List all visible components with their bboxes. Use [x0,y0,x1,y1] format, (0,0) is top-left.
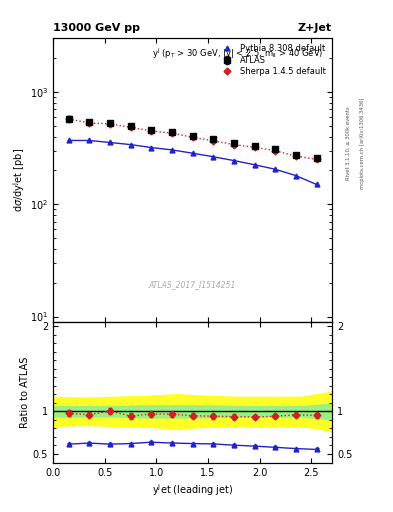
X-axis label: y$^{\rm j}$et (leading jet): y$^{\rm j}$et (leading jet) [152,482,233,498]
Sherpa 1.4.5 default [149,128,154,134]
Y-axis label: d$\sigma$/dy$^{\rm j}$et [pb]: d$\sigma$/dy$^{\rm j}$et [pb] [11,148,27,212]
Text: 13000 GeV pp: 13000 GeV pp [53,23,140,33]
Sherpa 1.4.5 default [252,144,257,151]
Sherpa 1.4.5 default [190,134,195,140]
Pythia 8.308 default [190,150,195,156]
Pythia 8.308 default [273,166,277,173]
Text: ATLAS_2017_I1514251: ATLAS_2017_I1514251 [149,281,236,289]
Sherpa 1.4.5 default [314,156,319,162]
Sherpa 1.4.5 default [108,121,112,127]
Text: Rivet 3.1.10, ≥ 300k events: Rivet 3.1.10, ≥ 300k events [346,106,351,180]
Line: Pythia 8.308 default: Pythia 8.308 default [66,138,319,187]
Text: y$^{\rm j}$ (p$_{\rm T}$ > 30 GeV, |y| < 2.5, m$_{\rm ll}$ > 40 GeV): y$^{\rm j}$ (p$_{\rm T}$ > 30 GeV, |y| <… [152,47,324,61]
Pythia 8.308 default [211,154,216,160]
Sherpa 1.4.5 default [87,120,92,126]
Y-axis label: Ratio to ATLAS: Ratio to ATLAS [20,357,30,428]
Pythia 8.308 default [231,158,236,164]
Pythia 8.308 default [108,139,112,145]
Line: Sherpa 1.4.5 default: Sherpa 1.4.5 default [66,117,319,162]
Pythia 8.308 default [314,181,319,187]
Pythia 8.308 default [169,147,174,153]
Pythia 8.308 default [294,173,298,179]
Pythia 8.308 default [128,141,133,147]
Sherpa 1.4.5 default [294,153,298,159]
Text: Z+Jet: Z+Jet [298,23,332,33]
Sherpa 1.4.5 default [211,138,216,144]
Sherpa 1.4.5 default [169,130,174,136]
Sherpa 1.4.5 default [273,147,277,154]
Text: mcplots.cern.ch [arXiv:1306.3436]: mcplots.cern.ch [arXiv:1306.3436] [360,98,365,189]
Pythia 8.308 default [66,137,71,143]
Pythia 8.308 default [252,162,257,168]
Sherpa 1.4.5 default [66,116,71,122]
Pythia 8.308 default [87,137,92,143]
Sherpa 1.4.5 default [231,141,236,147]
Pythia 8.308 default [149,144,154,151]
Legend: Pythia 8.308 default, ATLAS, Sherpa 1.4.5 default: Pythia 8.308 default, ATLAS, Sherpa 1.4.… [216,42,328,78]
Sherpa 1.4.5 default [128,124,133,131]
